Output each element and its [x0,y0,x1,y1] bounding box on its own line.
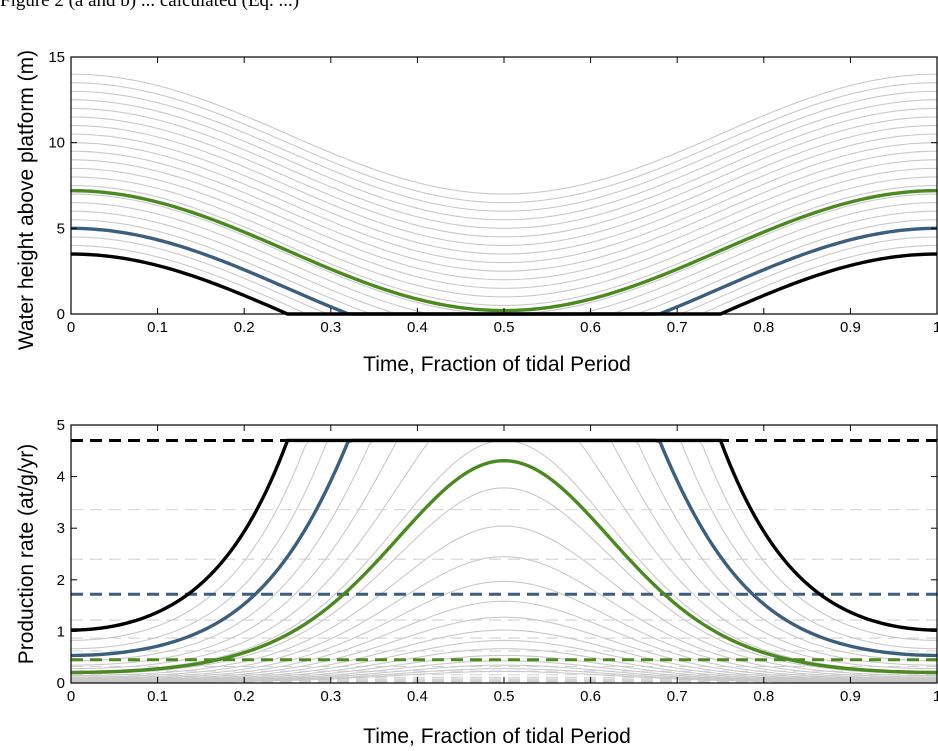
background-rate-curve [70,654,938,683]
x-tick-label: 0.5 [494,319,515,336]
x-tick-label: 0.8 [753,688,774,705]
y-tick-label: 1 [57,623,65,640]
x-axis-label: Time, Fraction of tidal Period [363,353,631,376]
background-height-curve [70,133,938,255]
blue-rate-curve [70,438,938,658]
y-tick-label: 5 [57,417,65,434]
background-rate-curve [70,629,938,682]
y-tick-label: 10 [48,135,65,152]
background-rate-curve [70,439,938,662]
background-rate-curve [70,439,938,641]
x-tick-label: 0.4 [407,319,428,336]
background-height-curve [70,124,938,247]
x-tick-label: 0.7 [667,319,688,336]
x-tick-label: 0.2 [234,319,255,336]
x-tick-label: 0.9 [840,319,861,336]
x-tick-label: 0.7 [667,688,688,705]
background-height-curve [70,159,938,281]
plot-frame [70,424,938,684]
background-rate-curve [70,525,938,677]
black-rate-curve [70,438,938,632]
background-rate-curve [70,648,938,682]
background-height-curve [70,99,938,221]
x-tick-label: 1 [933,688,938,705]
background-height-curve [70,150,938,272]
background-curves [70,73,938,315]
x-tick-label: 0.5 [494,688,515,705]
x-tick-label: 0 [67,688,75,705]
y-tick-label: 3 [57,520,65,537]
background-rate-curve [70,439,938,656]
background-height-curve [70,107,938,229]
background-rate-curve [71,600,937,680]
tick-marks: 0 0.1 0.2 0.3 0.4 0.5 0.6 0.7 0.8 0.9 1 0 1 2 3 4 5 [57,417,938,705]
background-rate-curve [70,439,938,670]
x-tick-label: 0.9 [840,688,861,705]
x-tick-label: 0.4 [407,688,428,705]
background-height-curve [70,142,938,264]
y-tick-label: 0 [57,675,65,692]
plot-frame [70,56,938,315]
x-tick-label: 0.2 [234,688,255,705]
y-axis-label: Production rate (at/g/yr) [15,444,38,665]
x-tick-label: 0.3 [320,319,341,336]
background-height-curve [70,184,938,306]
figure-caption-fragment: Figure 2 (a and b) ... calculated (Eq. .… [0,0,300,11]
background-height-curve [70,90,938,212]
x-tick-label: 0.3 [320,688,341,705]
background-rate-curve [71,670,937,683]
x-tick-label: 0.1 [147,319,168,336]
background-rate-curve [71,616,937,681]
y-axis-label: Water height above platform (m) [15,50,38,350]
background-rate-curve [70,487,938,675]
background-rate-curve [70,439,938,672]
y-tick-label: 5 [57,220,65,237]
y-tick-label: 2 [57,572,65,589]
x-axis-label: Time, Fraction of tidal Period [363,725,631,748]
background-height-curve [70,236,938,315]
background-rate-curve [71,580,937,679]
green-rate-curve [70,458,938,675]
panel-production-rate: 0 0.1 0.2 0.3 0.4 0.5 0.6 0.7 0.8 0.9 1 0 1 2 3 4 5 Time… [15,417,938,748]
y-tick-label: 0 [57,306,65,323]
highlighted-curves [70,438,938,675]
x-tick-label: 0 [67,319,75,336]
background-height-curve [70,176,938,298]
background-height-curve [70,73,938,195]
x-tick-label: 0.1 [147,688,168,705]
background-height-curve [70,167,938,289]
background-rate-curve [70,556,938,678]
background-height-curve [70,82,938,204]
x-tick-label: 0.6 [580,688,601,705]
background-curves [70,439,938,683]
x-tick-label: 0.8 [753,319,774,336]
x-tick-label: 0.6 [580,319,601,336]
green-height-curve [70,188,938,313]
x-tick-label: 1 [933,319,938,336]
background-height-curve [70,219,938,315]
y-tick-label: 15 [48,49,65,66]
background-height-curve [70,116,938,238]
highlighted-curves [70,188,938,316]
background-rate-curve [71,639,937,682]
y-tick-label: 4 [57,469,65,486]
